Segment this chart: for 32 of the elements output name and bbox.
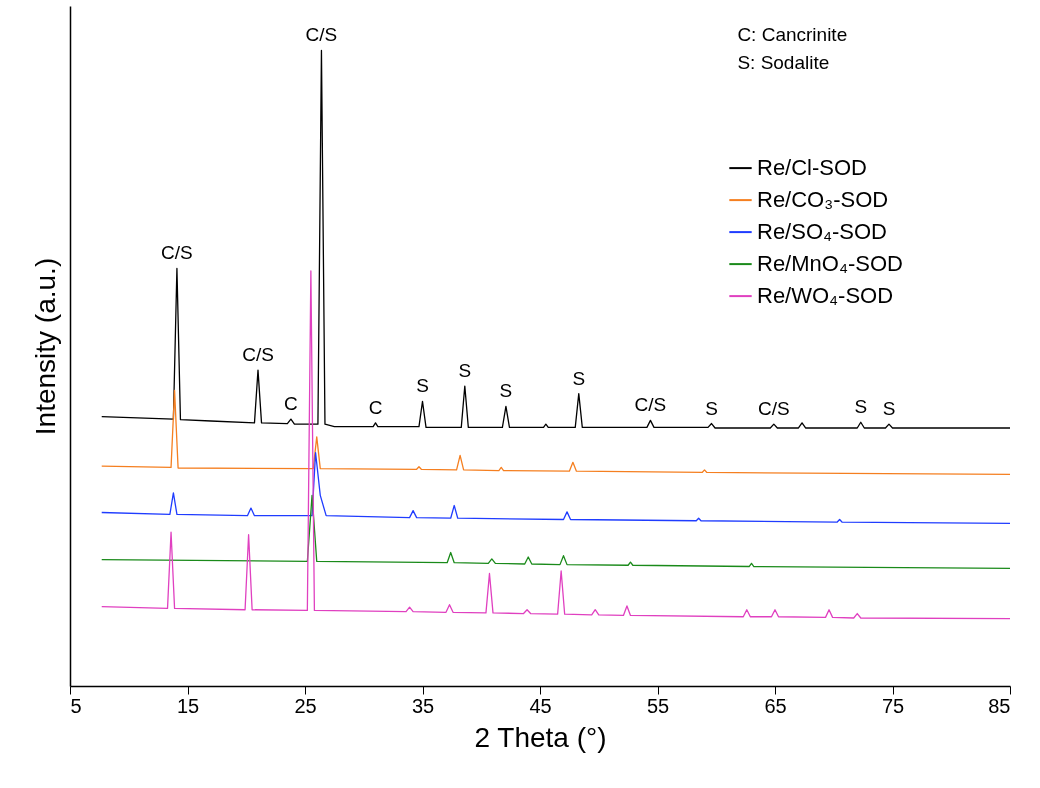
annotation: C/S	[161, 242, 193, 264]
x-axis-title: 2 Theta (°)	[474, 721, 607, 753]
legend-label: Re/MnO₄-SOD	[757, 251, 903, 277]
x-tick-label: 55	[646, 694, 670, 717]
x-tick-label: 85	[988, 694, 1011, 717]
legend-label: Re/WO₄-SOD	[757, 283, 894, 309]
annotation: S	[882, 398, 896, 420]
annotation: S	[854, 396, 868, 418]
annotation: S	[572, 367, 586, 389]
x-tick-label: 25	[294, 694, 317, 717]
annotation: C/S	[757, 398, 790, 420]
annotation: S	[416, 375, 429, 397]
x-tick-label: 15	[176, 694, 200, 717]
x-tick-label: 65	[764, 694, 787, 717]
annotation: C	[368, 396, 383, 418]
annotation: S: Sodalite	[737, 52, 830, 73]
annotation: S	[499, 380, 513, 402]
x-tick-label: 5	[70, 694, 82, 717]
x-tick-label: 45	[529, 694, 552, 717]
legend-label: Re/SO₄-SOD	[757, 219, 888, 245]
text: C: Cancrinite	[737, 24, 848, 45]
annotation: C/S	[634, 394, 667, 416]
x-tick-label: 75	[881, 694, 905, 717]
annotation: S	[705, 397, 718, 419]
legend-label: Re/CO₃-SOD	[757, 187, 889, 213]
annotation: C	[284, 393, 298, 415]
y-axis-title: Intensity (a.u.)	[29, 257, 61, 436]
annotation: C/S	[242, 344, 274, 366]
x-tick-label: 35	[411, 694, 435, 717]
annotation: C/S	[305, 24, 338, 46]
annotation: S	[458, 360, 472, 382]
legend-label: Re/Cl-SOD	[757, 155, 868, 181]
